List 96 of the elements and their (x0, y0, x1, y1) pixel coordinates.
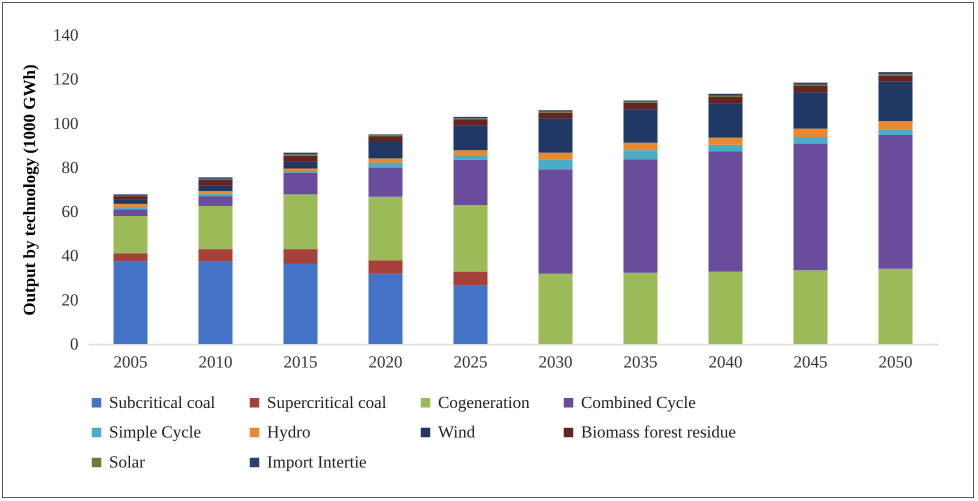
bar (368, 162, 402, 168)
legend-label: Simple Cycle (109, 422, 202, 442)
bar (114, 209, 148, 216)
bar (454, 204, 488, 272)
y-tick-label: 140 (53, 26, 78, 44)
x-tick-label: 2050 (878, 352, 912, 372)
y-tick-label: 0 (70, 334, 78, 354)
x-tick-label: 2020 (368, 352, 402, 372)
bar (114, 254, 148, 262)
bar (454, 272, 488, 286)
legend-label: Solar (109, 452, 146, 472)
bar (284, 172, 318, 194)
bar (708, 272, 742, 344)
bar (624, 142, 658, 150)
bar (794, 270, 828, 344)
bar (368, 142, 402, 158)
bar (454, 156, 488, 160)
bar (114, 216, 148, 254)
bar (368, 136, 402, 142)
bar (368, 168, 402, 197)
y-tick-label: 20 (62, 290, 78, 310)
y-tick-label: 80 (62, 158, 78, 177)
bar (198, 261, 232, 344)
legend-label: Supercritical coal (267, 392, 387, 412)
bar (454, 160, 488, 205)
x-tick-label: 2040 (708, 352, 742, 372)
bar (624, 272, 658, 344)
y-tick-label: 60 (62, 202, 78, 222)
bar (114, 204, 148, 208)
bar (284, 162, 318, 169)
bar (538, 152, 572, 160)
legend-label: Hydro (267, 422, 310, 442)
bar (114, 261, 148, 344)
x-tick-label: 2045 (794, 352, 828, 372)
bar (708, 104, 742, 138)
y-tick-label: 40 (62, 246, 78, 266)
bar (454, 150, 488, 156)
bar (708, 97, 742, 104)
bar (198, 185, 232, 192)
legend-label: Combined Cycle (581, 392, 696, 412)
bar (708, 152, 742, 272)
bar (114, 196, 148, 200)
legend-label: Wind (438, 422, 476, 442)
legend-label: Subcritical coal (109, 392, 216, 412)
bar (624, 102, 658, 110)
bar (284, 156, 318, 162)
bar (878, 130, 912, 135)
bar (538, 159, 572, 170)
bar (878, 82, 912, 122)
bar (538, 112, 572, 119)
x-tick-label: 2005 (114, 352, 148, 372)
bar (538, 169, 572, 274)
y-tick-label: 120 (53, 70, 78, 89)
bar (624, 159, 658, 273)
bar (368, 196, 402, 260)
y-tick-label: 100 (53, 114, 78, 133)
bar (198, 196, 232, 206)
x-tick-label: 2010 (198, 352, 232, 372)
bar (794, 86, 828, 93)
bar (198, 249, 232, 262)
bar (878, 268, 912, 344)
x-tick-label: 2035 (624, 352, 658, 372)
bar (368, 158, 402, 163)
bar (878, 121, 912, 130)
bar (794, 92, 828, 129)
y-axis-title: Output by technology (1000 GWh) (20, 64, 39, 316)
legend-label: Import Intertie (267, 452, 367, 472)
bar (538, 274, 572, 344)
bar (794, 128, 828, 137)
bar (454, 126, 488, 150)
x-tick-label: 2015 (284, 352, 318, 372)
legend-label: Biomass forest residue (581, 422, 736, 442)
legend-label: Cogeneration (438, 392, 530, 412)
bar (198, 191, 232, 194)
bar (708, 138, 742, 145)
bar (454, 119, 488, 126)
bar (624, 109, 658, 143)
bar (284, 249, 318, 264)
bar (114, 199, 148, 204)
bar (708, 144, 742, 152)
bar (794, 136, 828, 144)
bar (198, 180, 232, 186)
bar (198, 194, 232, 196)
bar (878, 76, 912, 82)
bar (878, 134, 912, 269)
bar (368, 260, 402, 274)
bar (368, 274, 402, 344)
bar (198, 206, 232, 250)
bar (284, 263, 318, 344)
bar (794, 144, 828, 270)
x-tick-label: 2025 (454, 352, 488, 372)
bar (538, 118, 572, 153)
bar (624, 150, 658, 160)
x-tick-label: 2030 (538, 352, 572, 372)
bar (454, 285, 488, 344)
bar (284, 194, 318, 250)
